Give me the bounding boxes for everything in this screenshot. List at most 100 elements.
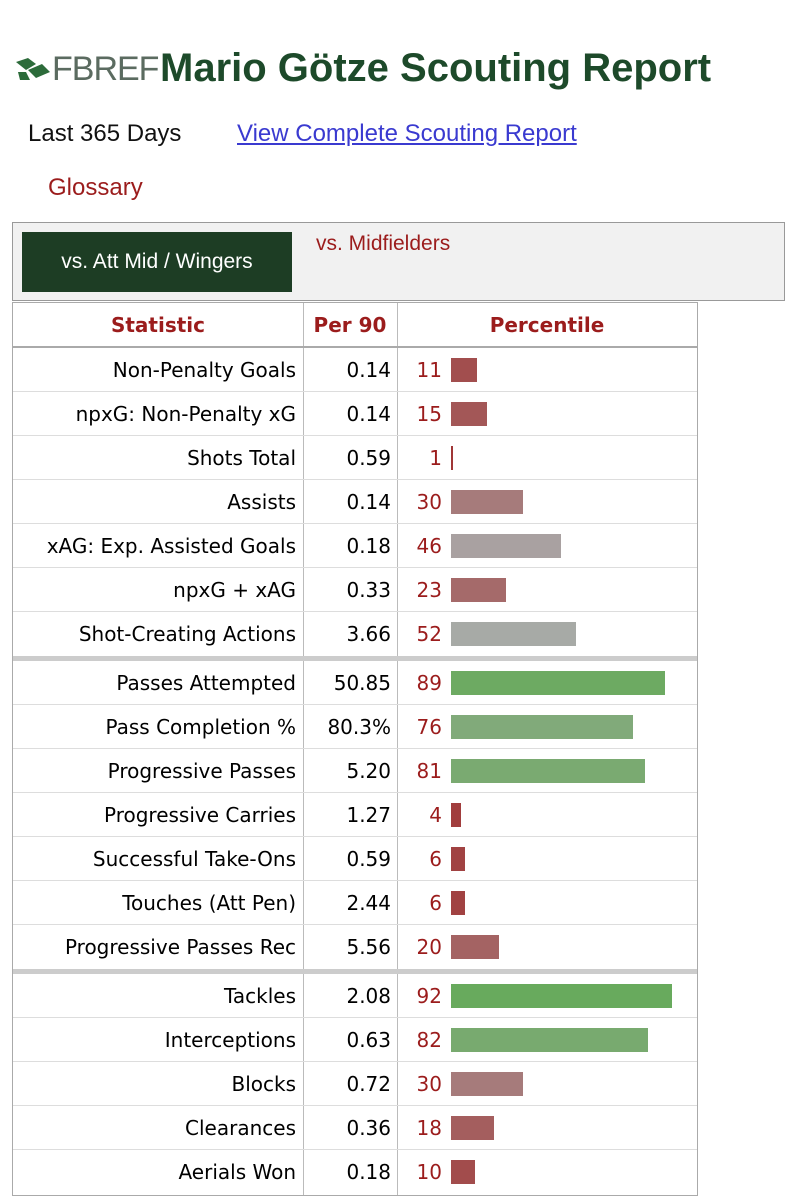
percentile-bar — [451, 446, 454, 470]
per90: 0.18 — [346, 1160, 391, 1184]
logo-icon — [16, 58, 50, 80]
row-divider — [13, 792, 697, 793]
row-divider — [13, 435, 697, 436]
per90: 0.14 — [346, 490, 391, 514]
percentile-bar — [451, 402, 487, 426]
stat-name: Progressive Passes — [107, 759, 296, 783]
stat-name: Tackles — [223, 984, 296, 1008]
percentile: 10 — [416, 1160, 442, 1184]
percentile-bar — [451, 1072, 523, 1096]
row-divider — [13, 1017, 697, 1018]
stat-name: Clearances — [185, 1116, 296, 1140]
percentile: 23 — [416, 578, 442, 602]
stat-name: Aerials Won — [178, 1160, 296, 1184]
stat-name: npxG: Non-Penalty xG — [75, 402, 296, 426]
percentile: 6 — [429, 847, 442, 871]
row-divider — [13, 748, 697, 749]
percentile-bar — [451, 803, 461, 827]
percentile-bar — [451, 358, 478, 382]
per90: 3.66 — [346, 622, 391, 646]
per90: 5.56 — [346, 935, 391, 959]
per90: 2.44 — [346, 891, 391, 915]
row-divider — [13, 1105, 697, 1106]
period: Last 365 Days — [28, 120, 182, 147]
per90: 50.85 — [333, 671, 391, 695]
percentile: 81 — [416, 759, 442, 783]
percentile: 15 — [416, 402, 442, 426]
percentile: 30 — [416, 1072, 442, 1096]
row-divider — [13, 567, 697, 568]
row-divider — [13, 479, 697, 480]
stat-name: Shot-Creating Actions — [78, 622, 296, 646]
stat-name: Blocks — [231, 1072, 296, 1096]
per90: 2.08 — [346, 984, 391, 1008]
percentile: 46 — [416, 534, 442, 558]
stat-name: Assists — [227, 490, 296, 514]
percentile: 18 — [416, 1116, 442, 1140]
per90: 1.27 — [346, 803, 391, 827]
per90: 0.33 — [346, 578, 391, 602]
percentile: 30 — [416, 490, 442, 514]
percentile-bar — [451, 534, 562, 558]
percentile: 4 — [429, 803, 442, 827]
report-link[interactable]: View Complete Scouting Report — [237, 120, 577, 147]
per90: 80.3% — [327, 715, 391, 739]
row-divider — [13, 836, 697, 837]
per90: 0.14 — [346, 402, 391, 426]
per90: 0.36 — [346, 1116, 391, 1140]
percentile-bar — [451, 578, 507, 602]
row-divider — [13, 924, 697, 925]
glossary-link[interactable]: Glossary — [48, 174, 143, 201]
percentile-bar — [451, 671, 665, 695]
row-divider — [13, 1061, 697, 1062]
percentile-bar — [451, 847, 466, 871]
percentile: 1 — [429, 446, 442, 470]
percentile-bar — [451, 715, 634, 739]
stat-name: xAG: Exp. Assisted Goals — [46, 534, 296, 558]
percentile-bar — [451, 935, 499, 959]
column-divider — [303, 303, 304, 1195]
stat-name: Touches (Att Pen) — [122, 891, 296, 915]
column-header: Percentile — [489, 313, 605, 337]
percentile: 20 — [416, 935, 442, 959]
row-divider — [13, 391, 697, 392]
per90: 0.59 — [346, 847, 391, 871]
row-divider — [13, 611, 697, 612]
percentile-bar — [451, 984, 672, 1008]
percentile-bar — [451, 1116, 495, 1140]
tab[interactable]: vs. Midfielders — [316, 232, 451, 255]
per90: 0.59 — [346, 446, 391, 470]
percentile-bar — [451, 759, 646, 783]
per90: 0.63 — [346, 1028, 391, 1052]
stat-name: npxG + xAG — [173, 578, 296, 602]
header-divider — [13, 346, 697, 348]
stat-name: Passes Attempted — [116, 671, 296, 695]
percentile-bar — [451, 622, 576, 646]
percentile-bar — [451, 1160, 475, 1184]
percentile: 6 — [429, 891, 442, 915]
column-header: Per 90 — [313, 313, 387, 337]
percentile-bar — [451, 1028, 648, 1052]
percentile: 82 — [416, 1028, 442, 1052]
group-separator — [13, 969, 697, 974]
group-separator — [13, 656, 697, 661]
stat-name: Interceptions — [164, 1028, 296, 1052]
percentile-bar — [451, 490, 523, 514]
column-header: Statistic — [110, 313, 206, 337]
page-title: Mario Götze Scouting Report — [160, 46, 712, 90]
column-divider — [397, 303, 398, 1195]
percentile: 76 — [416, 715, 442, 739]
percentile: 89 — [416, 671, 442, 695]
row-divider — [13, 880, 697, 881]
active-tab[interactable]: vs. Att Mid / Wingers — [22, 232, 292, 292]
row-divider — [13, 523, 697, 524]
per90: 0.18 — [346, 534, 391, 558]
stat-name: Non-Penalty Goals — [112, 358, 296, 382]
logo: FBREF — [52, 50, 159, 88]
stat-name: Pass Completion % — [105, 715, 296, 739]
stat-name: Successful Take-Ons — [92, 847, 296, 871]
percentile: 52 — [416, 622, 442, 646]
per90: 0.72 — [346, 1072, 391, 1096]
row-divider — [13, 1149, 697, 1150]
